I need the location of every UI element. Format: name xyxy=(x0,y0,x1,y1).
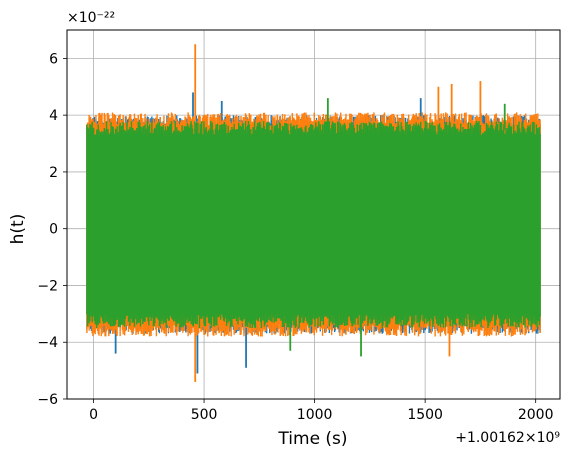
x-tick-label: 500 xyxy=(191,407,218,423)
y-tick-label: 2 xyxy=(49,165,58,181)
x-tick-label: 1500 xyxy=(407,407,443,423)
y-tick-label: −2 xyxy=(37,278,58,294)
axis-ticks: 0 500 1000 1500 2000 −6 −4 −2 0 2 4 6 xyxy=(37,51,553,423)
x-axis-label: Time (s) xyxy=(277,429,347,449)
y-tick-label: −6 xyxy=(37,392,58,408)
plot-frame xyxy=(66,29,561,400)
y-tick-label: 0 xyxy=(49,222,58,238)
x-tick-label: 0 xyxy=(89,407,98,423)
x-offset-label: +1.00162×10⁹ xyxy=(455,430,560,446)
x-tick-label: 1000 xyxy=(297,407,333,423)
series-layer xyxy=(86,44,541,382)
y-tick-label: −4 xyxy=(37,335,58,351)
series-trace xyxy=(86,120,541,329)
x-tick-label: 2000 xyxy=(518,407,554,423)
series-2 xyxy=(86,98,541,357)
y-tick-label: 6 xyxy=(49,51,58,67)
y-tick-label: 4 xyxy=(49,108,58,124)
y-axis-label: h(t) xyxy=(8,214,28,245)
y-scale-label: ×10⁻²² xyxy=(67,10,115,26)
